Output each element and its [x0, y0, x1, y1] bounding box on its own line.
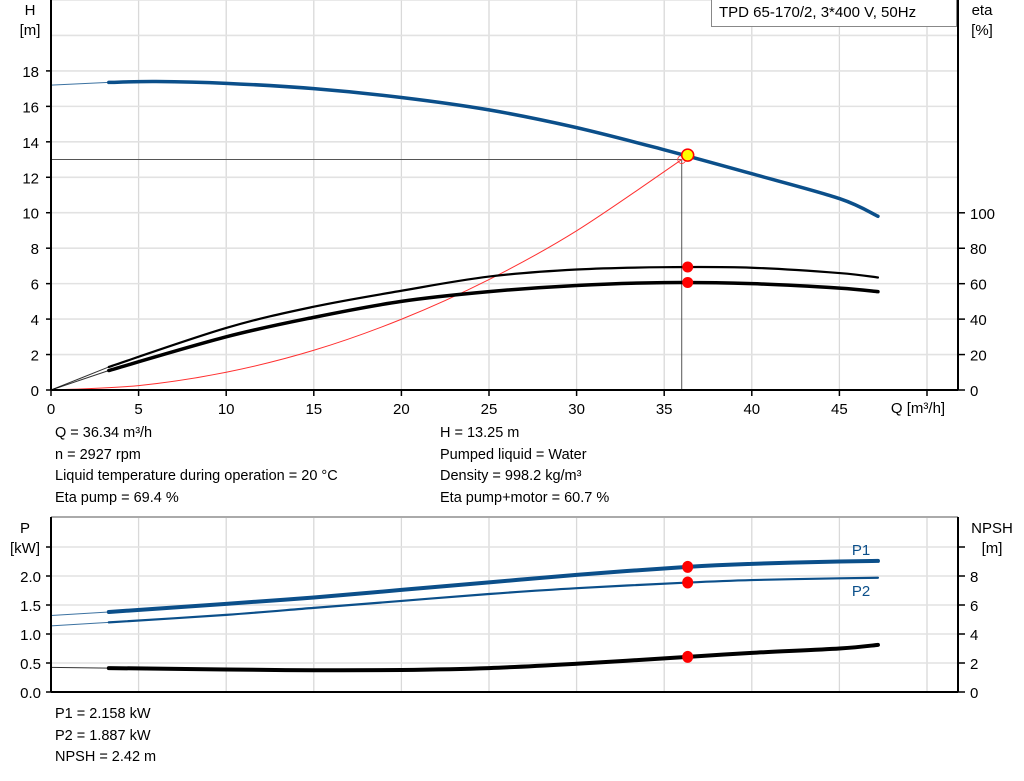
pump-title: TPD 65-170/2, 3*400 V, 50Hz	[711, 0, 957, 27]
eta-tick-label: 40	[970, 312, 987, 329]
eta-pump-extrapolated-curve	[50, 366, 110, 391]
eta-pump-curve	[107, 265, 880, 369]
p1-value: P1 = 2.158 kW	[55, 706, 151, 722]
p-axis-title: P	[20, 520, 30, 537]
h-tick-label: 8	[31, 241, 39, 258]
h-tick-label: 0	[31, 383, 39, 400]
npsh-point	[682, 650, 694, 663]
h-tick-label: 18	[22, 64, 39, 81]
head-curve	[107, 79, 880, 219]
h-tick-label: 16	[22, 99, 39, 116]
q-tick-label: 25	[481, 401, 498, 418]
eta-axis-title: eta	[972, 2, 994, 19]
h-tick-label: 6	[31, 277, 39, 294]
info-power: P1 = 2.158 kW P2 = 1.887 kW NPSH = 2.42 …	[55, 704, 156, 769]
p1-curve	[106, 558, 880, 614]
p2-series-label: P2	[852, 583, 870, 600]
p2-curve	[107, 576, 880, 624]
eta-axis-unit: [%]	[971, 22, 993, 39]
liquid-temperature: Liquid temperature during operation = 20…	[55, 468, 338, 484]
eta-pump-motor-curve	[107, 280, 880, 373]
pumped-liquid: Pumped liquid = Water	[440, 446, 587, 463]
info-left-column: Q = 36.34 m³/h n = 2927 rpm Liquid tempe…	[55, 423, 338, 509]
eta-pump-value: Eta pump = 69.4 %	[55, 489, 179, 506]
eta-pump-motor-point	[682, 276, 694, 288]
npsh-curve	[106, 642, 880, 673]
q-tick-label: 0	[47, 401, 55, 418]
top-chart-grid	[51, 0, 958, 390]
system-curve	[50, 159, 683, 391]
eta-tick-label: 80	[970, 241, 987, 258]
eta-tick-label: 0	[970, 383, 978, 400]
npsh-extrapolated-curve	[50, 666, 109, 669]
npsh-tick-label: 6	[970, 598, 978, 615]
head-value: H = 13.25 m	[440, 425, 520, 441]
p2-value: P2 = 1.887 kW	[55, 727, 151, 744]
h-axis-unit: [m]	[20, 22, 41, 39]
q-axis-title: Q [m³/h]	[891, 400, 945, 417]
npsh-tick-label: 8	[970, 569, 978, 586]
npsh-tick-label: 4	[970, 627, 978, 644]
q-tick-label: 15	[305, 401, 322, 418]
h-tick-label: 10	[22, 206, 39, 223]
p1-series-label: P1	[852, 542, 870, 559]
q-tick-label: 10	[218, 401, 235, 418]
q-tick-label: 40	[743, 401, 760, 418]
density-value: Density = 998.2 kg/m³	[440, 468, 582, 484]
p1-extrapolated-curve	[50, 611, 109, 616]
h-tick-label: 14	[22, 135, 39, 152]
head-extrapolated-curve	[50, 81, 109, 86]
axes	[46, 0, 965, 693]
eta-pump-point	[682, 261, 694, 273]
eta-tick-label: 60	[970, 277, 987, 294]
p-tick-label: 0.0	[20, 685, 41, 702]
p-tick-label: 2.0	[20, 569, 41, 586]
h-axis-title: H	[25, 2, 36, 19]
eta-pump-motor-extrapolated-curve	[50, 370, 109, 391]
eta-tick-label: 20	[970, 348, 987, 365]
h-tick-label: 4	[31, 312, 39, 329]
p-tick-label: 1.0	[20, 627, 41, 644]
flow-value: Q = 36.34 m³/h	[55, 425, 153, 441]
p2-point	[682, 576, 694, 589]
h-tick-label: 12	[22, 170, 39, 187]
p2-extrapolated-curve	[50, 621, 109, 627]
npsh-value: NPSH = 2.42 m	[55, 749, 157, 765]
p-tick-label: 0.5	[20, 656, 41, 673]
p-tick-label: 1.5	[20, 598, 41, 615]
q-tick-label: 5	[134, 401, 142, 418]
eta-pump-motor-value: Eta pump+motor = 60.7 %	[440, 489, 610, 506]
npsh-tick-label: 2	[970, 656, 978, 673]
q-tick-label: 30	[568, 401, 585, 418]
npsh-axis-unit: [m]	[982, 540, 1003, 557]
info-right-column: H = 13.25 m Pumped liquid = Water Densit…	[440, 423, 609, 509]
q-tick-label: 20	[393, 401, 410, 418]
eta-tick-label: 100	[970, 206, 995, 223]
npsh-axis-title: NPSH	[971, 520, 1013, 537]
tick-labels: 0 5 10 15 20 25 30 35 40 450246810121416180204060…	[20, 64, 995, 702]
p1-point	[682, 560, 694, 573]
curves	[50, 79, 880, 673]
npsh-tick-label: 0	[970, 685, 978, 702]
h-tick-label: 2	[31, 348, 39, 365]
p-axis-unit: [kW]	[10, 540, 40, 557]
q-tick-label: 45	[831, 401, 848, 418]
speed-value: n = 2927 rpm	[55, 446, 141, 463]
operating-point-marker	[680, 148, 695, 162]
q-tick-label: 35	[656, 401, 673, 418]
